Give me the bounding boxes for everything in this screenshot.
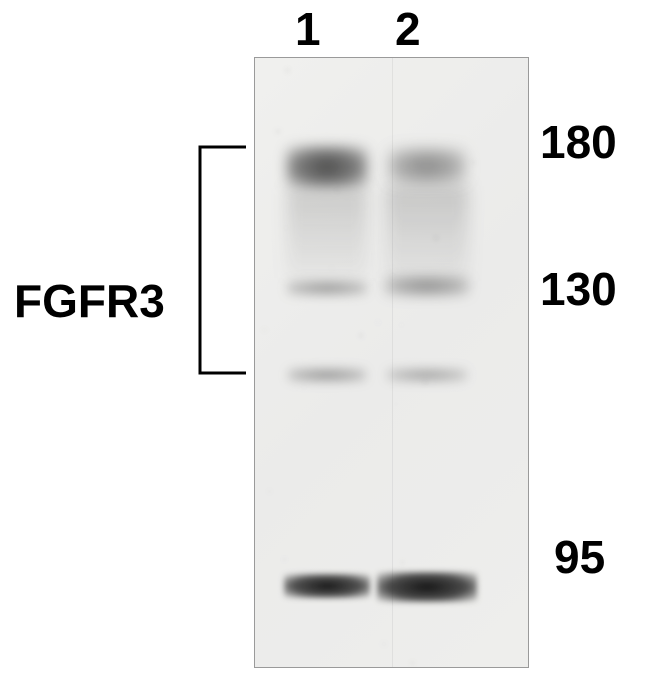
fgfr3-bracket-icon <box>198 145 248 375</box>
mw-130-label: 130 <box>540 262 617 316</box>
figure-container: FGFR3 1 2 180 130 95 <box>0 0 650 683</box>
blot-background <box>255 58 528 667</box>
mw-180-label: 180 <box>540 115 617 169</box>
protein-label: FGFR3 <box>14 274 165 328</box>
lane-2-label: 2 <box>395 2 421 56</box>
mw-95-label: 95 <box>554 530 605 584</box>
western-blot-image <box>254 57 529 668</box>
lane-1-label: 1 <box>295 2 321 56</box>
